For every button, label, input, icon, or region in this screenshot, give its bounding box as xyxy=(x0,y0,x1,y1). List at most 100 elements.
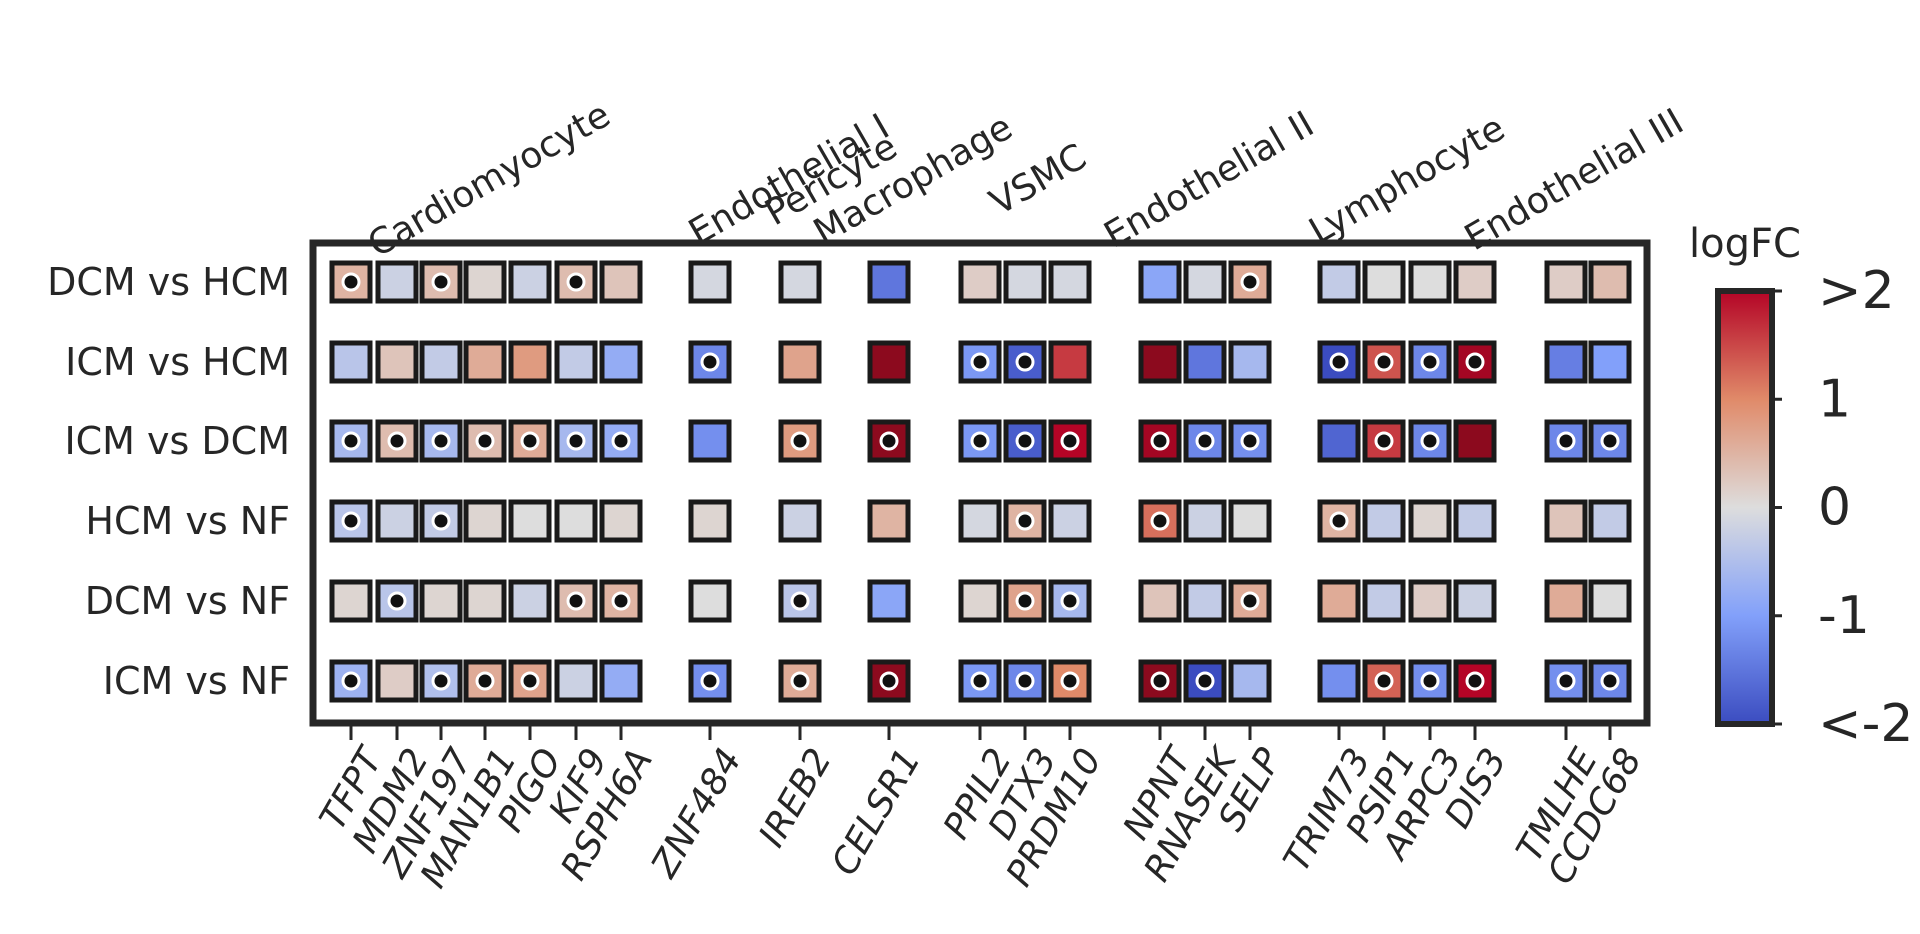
significance-dot xyxy=(1015,431,1035,451)
cell-dcm-vs-nf-ccdc68 xyxy=(1588,579,1632,623)
row-label-dcm-vs-hcm: DCM vs HCM xyxy=(47,260,290,304)
cell-hcm-vs-nf-tfpt xyxy=(329,499,373,543)
colorbar-tick-label: -1 xyxy=(1818,586,1870,646)
significance-dot xyxy=(475,431,495,451)
cell-dcm-vs-nf-pigo xyxy=(508,579,552,623)
significance-dot xyxy=(341,671,361,691)
cell-icm-vs-hcm-kif9 xyxy=(554,340,598,384)
cell-dcm-vs-hcm-dtx3 xyxy=(1003,260,1047,304)
significance-dot xyxy=(970,431,990,451)
cell-hcm-vs-nf-celsr1 xyxy=(867,499,911,543)
significance-dot xyxy=(1150,431,1170,451)
cell-icm-vs-hcm-rsph6a xyxy=(599,340,643,384)
significance-dot xyxy=(341,431,361,451)
cell-icm-vs-dcm-dis3 xyxy=(1453,419,1497,463)
significance-dot xyxy=(1195,431,1215,451)
significance-dot xyxy=(1420,352,1440,372)
colorbar: logFC >2 1 0 -1 <-2 xyxy=(1689,221,1913,754)
cell-icm-vs-hcm-znf197 xyxy=(419,340,463,384)
cell-icm-vs-dcm-mdm2 xyxy=(375,419,419,463)
cell-icm-vs-hcm-rnasek xyxy=(1183,340,1227,384)
cell-dcm-vs-hcm-arpc3 xyxy=(1408,260,1452,304)
cell-icm-vs-hcm-mdm2 xyxy=(375,340,419,384)
cell-hcm-vs-nf-rsph6a xyxy=(599,499,643,543)
significance-dot xyxy=(1240,272,1260,292)
cell-icm-vs-hcm-man1b1 xyxy=(463,340,507,384)
significance-dot xyxy=(790,671,810,691)
cell-icm-vs-nf-rnasek xyxy=(1183,659,1227,703)
cell-hcm-vs-nf-tmlhe xyxy=(1544,499,1588,543)
cell-dcm-vs-hcm-celsr1 xyxy=(867,260,911,304)
significance-dot xyxy=(1420,671,1440,691)
significance-dot xyxy=(1556,431,1576,451)
cell-dcm-vs-hcm-trim73 xyxy=(1317,260,1361,304)
cell-hcm-vs-nf-kif9 xyxy=(554,499,598,543)
significance-dot xyxy=(879,671,899,691)
cell-icm-vs-nf-man1b1 xyxy=(463,659,507,703)
cell-dcm-vs-hcm-psip1 xyxy=(1362,260,1406,304)
significance-dot xyxy=(387,591,407,611)
significance-dot xyxy=(1060,671,1080,691)
significance-dot xyxy=(1374,352,1394,372)
cell-icm-vs-nf-znf197 xyxy=(419,659,463,703)
significance-dot xyxy=(475,671,495,691)
cell-dcm-vs-hcm-ccdc68 xyxy=(1588,260,1632,304)
significance-dot xyxy=(1374,431,1394,451)
gene-labels: TFPTMDM2ZNF197MAN1B1PIGOKIF9RSPH6AZNF484… xyxy=(312,726,1650,895)
significance-dot xyxy=(341,511,361,531)
significance-dot xyxy=(611,431,631,451)
cell-icm-vs-hcm-prdm10 xyxy=(1048,340,1092,384)
cell-dcm-vs-hcm-pigo xyxy=(508,260,552,304)
significance-dot xyxy=(1329,352,1349,372)
cell-icm-vs-nf-mdm2 xyxy=(375,659,419,703)
row-label-icm-vs-nf: ICM vs NF xyxy=(103,659,290,703)
significance-dot xyxy=(1556,671,1576,691)
significance-dot xyxy=(1420,431,1440,451)
cell-hcm-vs-nf-psip1 xyxy=(1362,499,1406,543)
gene-label-celsr1: CELSR1 xyxy=(824,742,929,883)
cell-hcm-vs-nf-znf484 xyxy=(688,499,732,543)
row-label-icm-vs-dcm: ICM vs DCM xyxy=(64,419,290,463)
significance-dot xyxy=(1150,671,1170,691)
cell-dcm-vs-hcm-npnt xyxy=(1138,260,1182,304)
significance-dot xyxy=(520,431,540,451)
significance-dot xyxy=(566,272,586,292)
colorbar-tick-label: >2 xyxy=(1818,261,1895,321)
significance-dot xyxy=(431,511,451,531)
cell-dcm-vs-nf-dtx3 xyxy=(1003,579,1047,623)
cell-dcm-vs-nf-znf484 xyxy=(688,579,732,623)
significance-dot xyxy=(566,431,586,451)
significance-dot xyxy=(879,431,899,451)
significance-dot xyxy=(1465,352,1485,372)
cell-dcm-vs-nf-celsr1 xyxy=(867,579,911,623)
cell-icm-vs-nf-trim73 xyxy=(1317,659,1361,703)
cell-icm-vs-nf-kif9 xyxy=(554,659,598,703)
significance-dot xyxy=(431,431,451,451)
cell-hcm-vs-nf-arpc3 xyxy=(1408,499,1452,543)
cell-hcm-vs-nf-pigo xyxy=(508,499,552,543)
cell-icm-vs-hcm-ccdc68 xyxy=(1588,340,1632,384)
significance-dot xyxy=(790,591,810,611)
significance-dot xyxy=(1600,671,1620,691)
cell-icm-vs-dcm-npnt xyxy=(1138,419,1182,463)
colorbar-title: logFC xyxy=(1689,221,1801,267)
cell-dcm-vs-hcm-mdm2 xyxy=(375,260,419,304)
cell-icm-vs-dcm-celsr1 xyxy=(867,419,911,463)
cell-dcm-vs-nf-kif9 xyxy=(554,579,598,623)
cell-icm-vs-hcm-ppil2 xyxy=(958,340,1002,384)
significance-dot xyxy=(1015,352,1035,372)
cell-dcm-vs-nf-psip1 xyxy=(1362,579,1406,623)
significance-dot xyxy=(1240,591,1260,611)
cell-dcm-vs-hcm-prdm10 xyxy=(1048,260,1092,304)
heatmap-cells xyxy=(329,260,1632,703)
cell-icm-vs-hcm-ireb2 xyxy=(778,340,822,384)
cell-dcm-vs-nf-rnasek xyxy=(1183,579,1227,623)
row-label-hcm-vs-nf: HCM vs NF xyxy=(85,499,290,543)
cell-icm-vs-hcm-celsr1 xyxy=(867,340,911,384)
cell-dcm-vs-nf-arpc3 xyxy=(1408,579,1452,623)
cell-dcm-vs-nf-npnt xyxy=(1138,579,1182,623)
significance-dot xyxy=(1015,591,1035,611)
cell-dcm-vs-hcm-ppil2 xyxy=(958,260,1002,304)
significance-dot xyxy=(1600,431,1620,451)
